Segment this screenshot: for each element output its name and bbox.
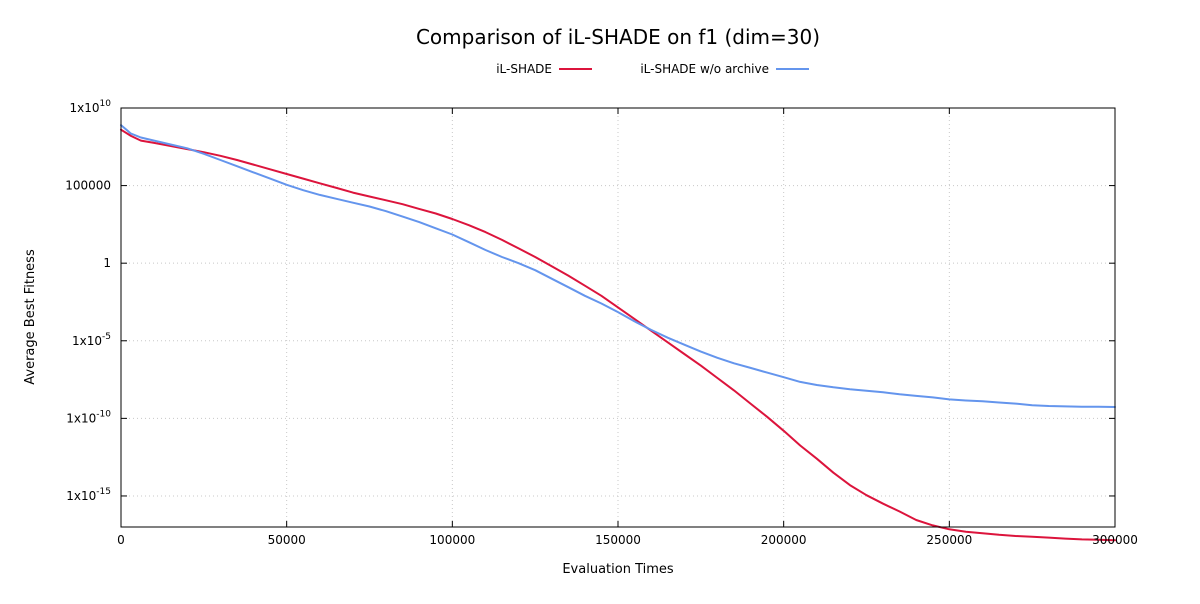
y-tick-label: 1x10-10: [66, 409, 111, 425]
x-tick-label: 200000: [761, 533, 807, 547]
legend-label: iL-SHADE: [496, 62, 552, 76]
series-layer: [120, 124, 1116, 542]
y-axis-label: Average Best Fitness: [23, 249, 38, 385]
legend: iL-SHADE iL-SHADE w/o archive: [496, 62, 809, 76]
y-tick-label: 1x1010: [70, 99, 112, 115]
y-tick-label-exponent: -10: [96, 409, 111, 419]
x-tick-label: 100000: [429, 533, 475, 547]
y-tick-label: 1x10-5: [72, 332, 111, 348]
series-line-il-shade-wo-archive: [120, 124, 1116, 408]
y-tick-label-base: 1x10: [70, 101, 100, 115]
x-tick-label: 300000: [1092, 533, 1138, 547]
y-tick-label-exponent: -15: [96, 487, 111, 497]
legend-label: iL-SHADE w/o archive: [640, 62, 769, 76]
y-tick-label: 1x10-15: [66, 487, 111, 503]
x-axis-label: Evaluation Times: [562, 562, 674, 577]
y-tick-label-base: 1x10: [66, 411, 96, 425]
y-tick-label-exponent: 10: [100, 99, 112, 109]
y-tick-label: 100000: [65, 179, 111, 193]
chart-title: Comparison of iL-SHADE on f1 (dim=30): [416, 25, 820, 49]
series-line-il-shade: [120, 128, 1116, 542]
grid-layer: [121, 108, 1115, 527]
x-tick-labels: 0 50000 100000 150000 200000 250000 300000: [117, 533, 1138, 547]
x-tick-label: 50000: [268, 533, 306, 547]
y-tick-label-base: 1: [103, 256, 111, 270]
tick-layer: [120, 107, 1116, 527]
y-tick-label-exponent: -5: [102, 332, 111, 342]
y-tick-label: 1: [103, 256, 111, 270]
x-tick-label: 150000: [595, 533, 641, 547]
x-tick-label: 250000: [926, 533, 972, 547]
y-tick-label-base: 1x10: [72, 334, 102, 348]
y-tick-label-base: 100000: [65, 179, 111, 193]
y-tick-label-base: 1x10: [66, 489, 96, 503]
x-tick-label: 0: [117, 533, 125, 547]
